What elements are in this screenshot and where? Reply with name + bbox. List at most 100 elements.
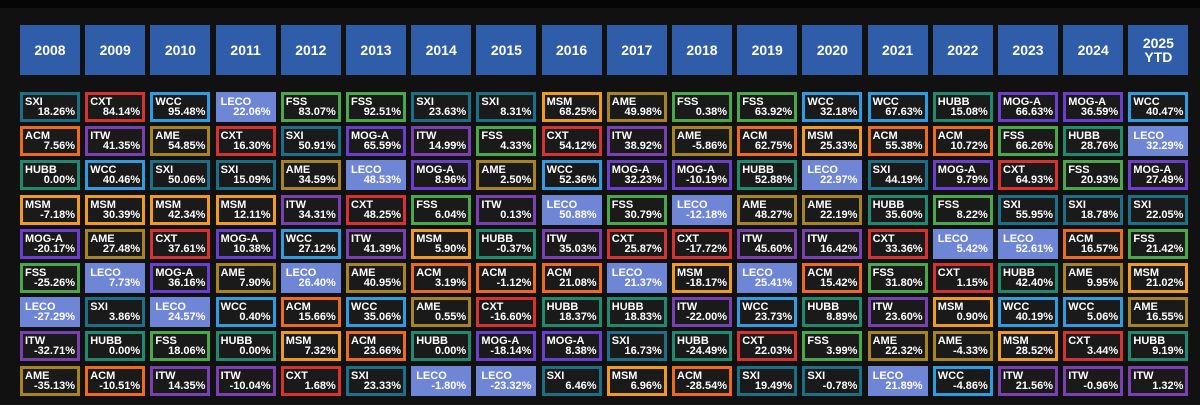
ticker-label: MOG-A (937, 164, 976, 177)
ticker-label: MSM (807, 130, 834, 143)
return-cell: WCC 35.06% (346, 297, 406, 328)
ticker-label: ACM (25, 130, 51, 143)
year-header: 2012 (280, 25, 341, 75)
return-cell: AME 49.98% (606, 92, 667, 122)
return-value: 0.00% (108, 345, 141, 358)
ticker-label: MSM (1003, 335, 1029, 348)
return-value: 27.48% (102, 242, 141, 255)
return-cell: AME 7.90% (215, 263, 276, 293)
year-header: 2016 (541, 25, 602, 75)
return-value: 25.41% (754, 277, 793, 289)
ticker-label: ITW (220, 369, 241, 382)
return-value: -23.32% (490, 379, 532, 392)
return-value: 67.63% (885, 106, 923, 118)
return-value: -24.49% (686, 345, 727, 358)
return-cell: MOG-A -20.17% (20, 228, 80, 259)
return-cell: WCC 67.63% (867, 92, 928, 122)
ticker-label: ITW (416, 130, 437, 143)
return-cell: CXT 1.15% (932, 263, 993, 293)
return-value: 0.55% (434, 311, 467, 324)
return-cell: ITW 34.31% (280, 194, 341, 225)
ticker-label: ITW (546, 232, 567, 245)
ticker-label: AME (872, 335, 898, 348)
ticker-label: SXI (1003, 198, 1021, 211)
return-value: -25.26% (34, 277, 75, 289)
return-cell: ACM 3.19% (411, 263, 472, 293)
return-cell: SXI 22.05% (1128, 194, 1189, 225)
year-header: 2022 (932, 25, 993, 75)
ticker-label: SXI (416, 96, 434, 108)
ticker-label: ITW (351, 232, 372, 245)
return-cell: HUBB 42.40% (998, 263, 1058, 293)
return-value: 0.00% (434, 345, 467, 358)
return-value: 64.93% (1015, 174, 1053, 187)
ticker-label: SXI (742, 369, 760, 382)
return-cell: WCC 40.47% (1128, 92, 1189, 122)
return-cell: MSM 7.32% (280, 331, 341, 362)
return-cell: AME 40.95% (346, 263, 406, 293)
ticker-label: SXI (807, 369, 826, 382)
return-cell: ITW 0.13% (476, 194, 537, 225)
return-cell: ITW -22.00% (672, 297, 732, 328)
return-cell: ITW 16.42% (802, 228, 863, 259)
return-cell: LECO -12.18% (672, 194, 732, 225)
ticker-label: ACM (677, 369, 703, 382)
return-value: 41.35% (102, 140, 141, 153)
return-cell: WCC 5.06% (1063, 297, 1124, 328)
return-cell: AME 27.48% (85, 228, 146, 259)
return-value: -1.80% (431, 379, 467, 392)
ticker-label: FSS (25, 267, 47, 279)
return-cell: SXI 50.91% (280, 126, 341, 157)
return-value: 2.50% (500, 174, 532, 187)
return-value: 62.75% (754, 140, 793, 153)
top-frame-bar (0, 0, 1200, 8)
return-cell: MOG-A 66.63% (998, 92, 1058, 122)
ticker-label: WCC (1068, 301, 1095, 314)
return-cell: MSM 0.90% (932, 297, 993, 328)
return-value: 9.95% (1086, 277, 1119, 289)
return-cell: ITW 1.32% (1128, 365, 1189, 396)
return-cell: HUBB 0.00% (85, 331, 146, 362)
ticker-label: FSS (677, 96, 699, 108)
return-value: -0.78% (822, 379, 858, 392)
return-value: 8.22% (956, 208, 988, 221)
return-cell: CXT 84.14% (85, 92, 146, 122)
year-header: 2025 YTD (1128, 25, 1189, 75)
ticker-label: SXI (546, 369, 565, 382)
ticker-label: MSM (611, 369, 638, 382)
return-value: 42.40% (1015, 277, 1053, 289)
return-cell: HUBB 28.76% (1063, 126, 1124, 157)
year-header: 2011 (215, 25, 276, 75)
ticker-label: SXI (481, 96, 500, 108)
return-value: -28.54% (686, 379, 727, 392)
return-cell: LECO -23.32% (476, 365, 537, 396)
return-cell: CXT 25.87% (606, 228, 667, 259)
return-cell: MOG-A 32.23% (606, 160, 667, 191)
return-value: 21.42% (1146, 242, 1184, 255)
return-value: 15.66% (298, 311, 336, 324)
ticker-label: CXT (937, 267, 960, 279)
return-cell: LECO 50.88% (541, 194, 602, 225)
ticker-label: ACM (481, 267, 507, 279)
ticker-label: HUBB (220, 335, 253, 348)
return-value: 38.92% (624, 140, 662, 153)
ticker-label: LECO (351, 164, 382, 177)
return-value: 21.08% (559, 277, 597, 289)
return-value: 23.63% (428, 106, 467, 118)
ticker-label: MSM (155, 198, 182, 211)
return-value: 12.11% (233, 208, 271, 221)
ticker-label: LECO (546, 198, 578, 211)
return-cell: WCC 40.46% (85, 160, 146, 191)
return-value: 34.59% (298, 174, 336, 187)
return-cell: SXI 15.09% (215, 160, 276, 191)
return-value: 32.23% (624, 174, 662, 187)
ticker-label: MSM (677, 267, 703, 279)
ticker-label: ACM (416, 267, 442, 279)
ticker-label: CXT (872, 232, 895, 245)
return-cell: AME 2.50% (476, 160, 537, 191)
ticker-label: MOG-A (677, 164, 715, 177)
return-cell: ITW 45.60% (737, 228, 798, 259)
return-value: -16.60% (490, 311, 532, 324)
return-value: 5.42% (956, 242, 988, 255)
ticker-label: LECO (155, 301, 186, 314)
